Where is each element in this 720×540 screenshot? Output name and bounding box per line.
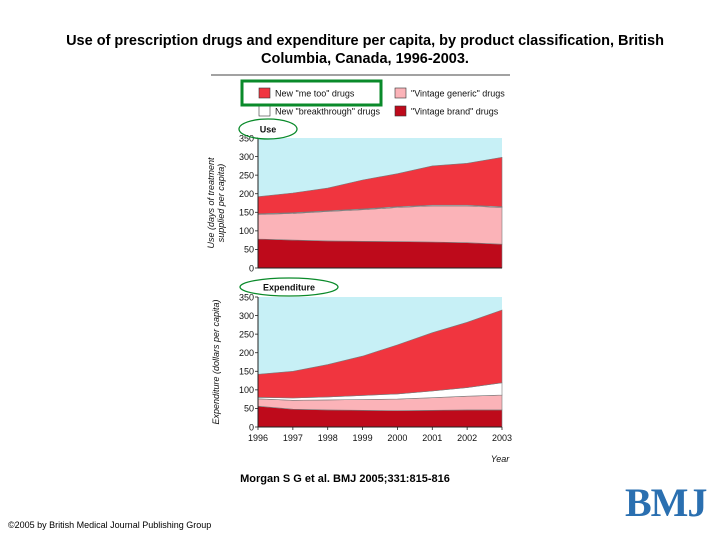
legend-swatch-vintage-brand [394,105,407,117]
use-y-tick-label: 200 [239,189,254,199]
slide-title: Use of prescription drugs and expenditur… [66,33,664,67]
expenditure-y-tick-label: 50 [244,404,254,414]
x-tick-label: 1997 [283,433,303,443]
use-area-me-too [257,156,503,215]
expenditure-y-tick-label: 200 [239,348,254,358]
citation: Morgan S G et al. BMJ 2005;331:815-816 [240,473,450,485]
expenditure-y-tick-label: 350 [239,292,254,302]
use-y-tick-label: 50 [244,245,254,255]
legend-label-me-too: New "me too" drugs [275,89,355,99]
legend-swatch-me-too [258,87,271,99]
use-y-tick-label: 0 [249,263,254,273]
legend-swatch-breakthrough [258,105,271,117]
use-panel-title: Use [260,125,277,135]
x-axis-title: Year [491,454,511,464]
x-tick-label: 1996 [248,433,268,443]
x-tick-label: 1999 [353,433,373,443]
x-tick-label: 2001 [422,433,442,443]
bmj-logo: BMJ [625,480,707,525]
expenditure-area-me-too [257,309,503,399]
legend-label-breakthrough: New "breakthrough" drugs [275,107,380,117]
use-y-tick-label: 300 [239,152,254,162]
legend-swatch-vintage-generic [394,87,407,99]
use-y-tick-label: 250 [239,170,254,180]
expenditure-panel-title: Expenditure [263,283,315,293]
legend-label-vintage-generic: "Vintage generic" drugs [411,89,505,99]
use-area-vintage-brand [257,238,503,269]
x-tick-label: 2002 [457,433,477,443]
x-tick-label: 2000 [387,433,407,443]
legend-label-vintage-brand: "Vintage brand" drugs [411,107,499,117]
use-y-tick-label: 150 [239,208,254,218]
expenditure-y-tick-label: 150 [239,367,254,377]
expenditure-y-tick-label: 100 [239,385,254,395]
highlight-box-me-too [240,79,383,107]
use-y-tick-label: 100 [239,226,254,236]
x-tick-label: 2003 [492,433,512,443]
expenditure-y-tick-label: 250 [239,329,254,339]
use-title-oval [238,118,298,140]
expenditure-y-label: Expenditure (dollars per capita) [211,299,221,424]
expenditure-y-tick-label: 0 [249,422,254,432]
expenditure-y-tick-label: 300 [239,311,254,321]
expenditure-title-oval [239,277,339,297]
use-y-label-line2: supplied per capita) [216,164,226,243]
x-tick-label: 1998 [318,433,338,443]
copyright-notice: ©2005 by British Medical Journal Publish… [8,520,212,530]
use-y-tick-label: 350 [239,133,254,143]
use-y-label-line1: Use (days of treatment [206,157,216,249]
